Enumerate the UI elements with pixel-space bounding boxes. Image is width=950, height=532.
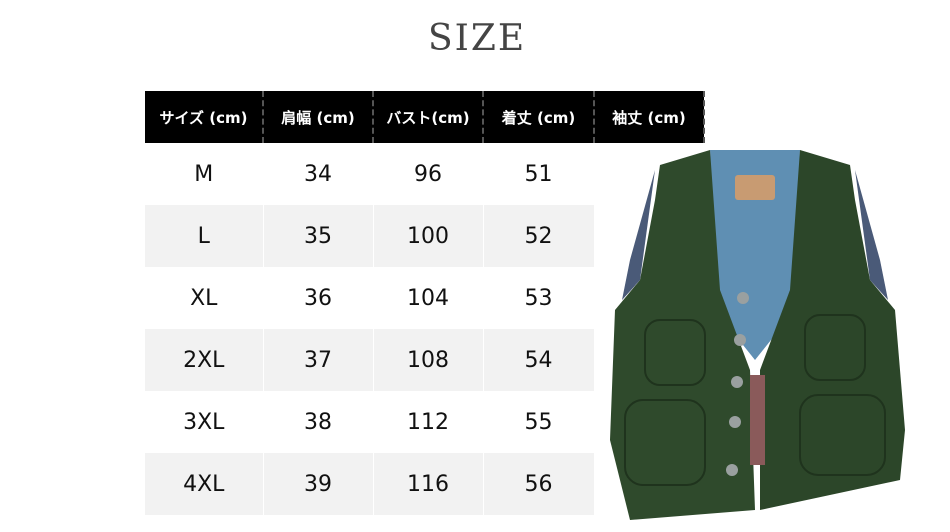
cell-bust: 96 bbox=[373, 143, 484, 205]
header-shoulder: 肩幅 (cm) bbox=[263, 91, 374, 143]
vest-lining bbox=[710, 150, 800, 360]
cell-shoulder: 36 bbox=[263, 267, 374, 329]
vest-plaid-lining bbox=[750, 375, 765, 465]
vest-left-lower-pocket bbox=[624, 399, 706, 486]
cell-size: M bbox=[145, 143, 264, 205]
cell-bust: 108 bbox=[373, 329, 484, 391]
cell-bust: 104 bbox=[373, 267, 484, 329]
cell-shoulder: 39 bbox=[263, 453, 374, 515]
cell-shoulder: 38 bbox=[263, 391, 374, 453]
vest-right-panel bbox=[760, 150, 905, 510]
cell-size: 3XL bbox=[145, 391, 264, 453]
header-length: 着丈 (cm) bbox=[483, 91, 595, 143]
size-table: サイズ (cm) 肩幅 (cm) バスト(cm) 着丈 (cm) 袖丈 (cm)… bbox=[145, 91, 705, 515]
size-title: SIZE bbox=[428, 18, 527, 59]
cell-length: 56 bbox=[483, 453, 595, 515]
header-size: サイズ (cm) bbox=[145, 91, 264, 143]
cell-length: 54 bbox=[483, 329, 595, 391]
cell-size: XL bbox=[145, 267, 264, 329]
vest-leather-label bbox=[735, 175, 775, 200]
cell-length: 53 bbox=[483, 267, 595, 329]
vest-right-armhole-trim bbox=[855, 170, 888, 300]
cell-shoulder: 34 bbox=[263, 143, 374, 205]
vest-buttons bbox=[726, 292, 749, 476]
vest-left-panel bbox=[610, 150, 755, 520]
vest-left-upper-pocket bbox=[644, 319, 706, 386]
cell-length: 52 bbox=[483, 205, 595, 267]
cell-bust: 116 bbox=[373, 453, 484, 515]
vest-right-lower-pocket bbox=[799, 394, 886, 476]
cell-bust: 100 bbox=[373, 205, 484, 267]
header-bust: バスト(cm) bbox=[373, 91, 484, 143]
cell-size: 4XL bbox=[145, 453, 264, 515]
cell-size: 2XL bbox=[145, 329, 264, 391]
vest-right-upper-pocket bbox=[804, 314, 866, 381]
header-sleeve: 袖丈 (cm) bbox=[594, 91, 705, 143]
cell-length: 51 bbox=[483, 143, 595, 205]
cell-shoulder: 37 bbox=[263, 329, 374, 391]
vest-image bbox=[610, 150, 905, 520]
vest-left-armhole-trim bbox=[622, 170, 655, 300]
cell-length: 55 bbox=[483, 391, 595, 453]
table-row: L 35 100 52 bbox=[145, 205, 705, 267]
cell-size: L bbox=[145, 205, 264, 267]
cell-shoulder: 35 bbox=[263, 205, 374, 267]
cell-bust: 112 bbox=[373, 391, 484, 453]
